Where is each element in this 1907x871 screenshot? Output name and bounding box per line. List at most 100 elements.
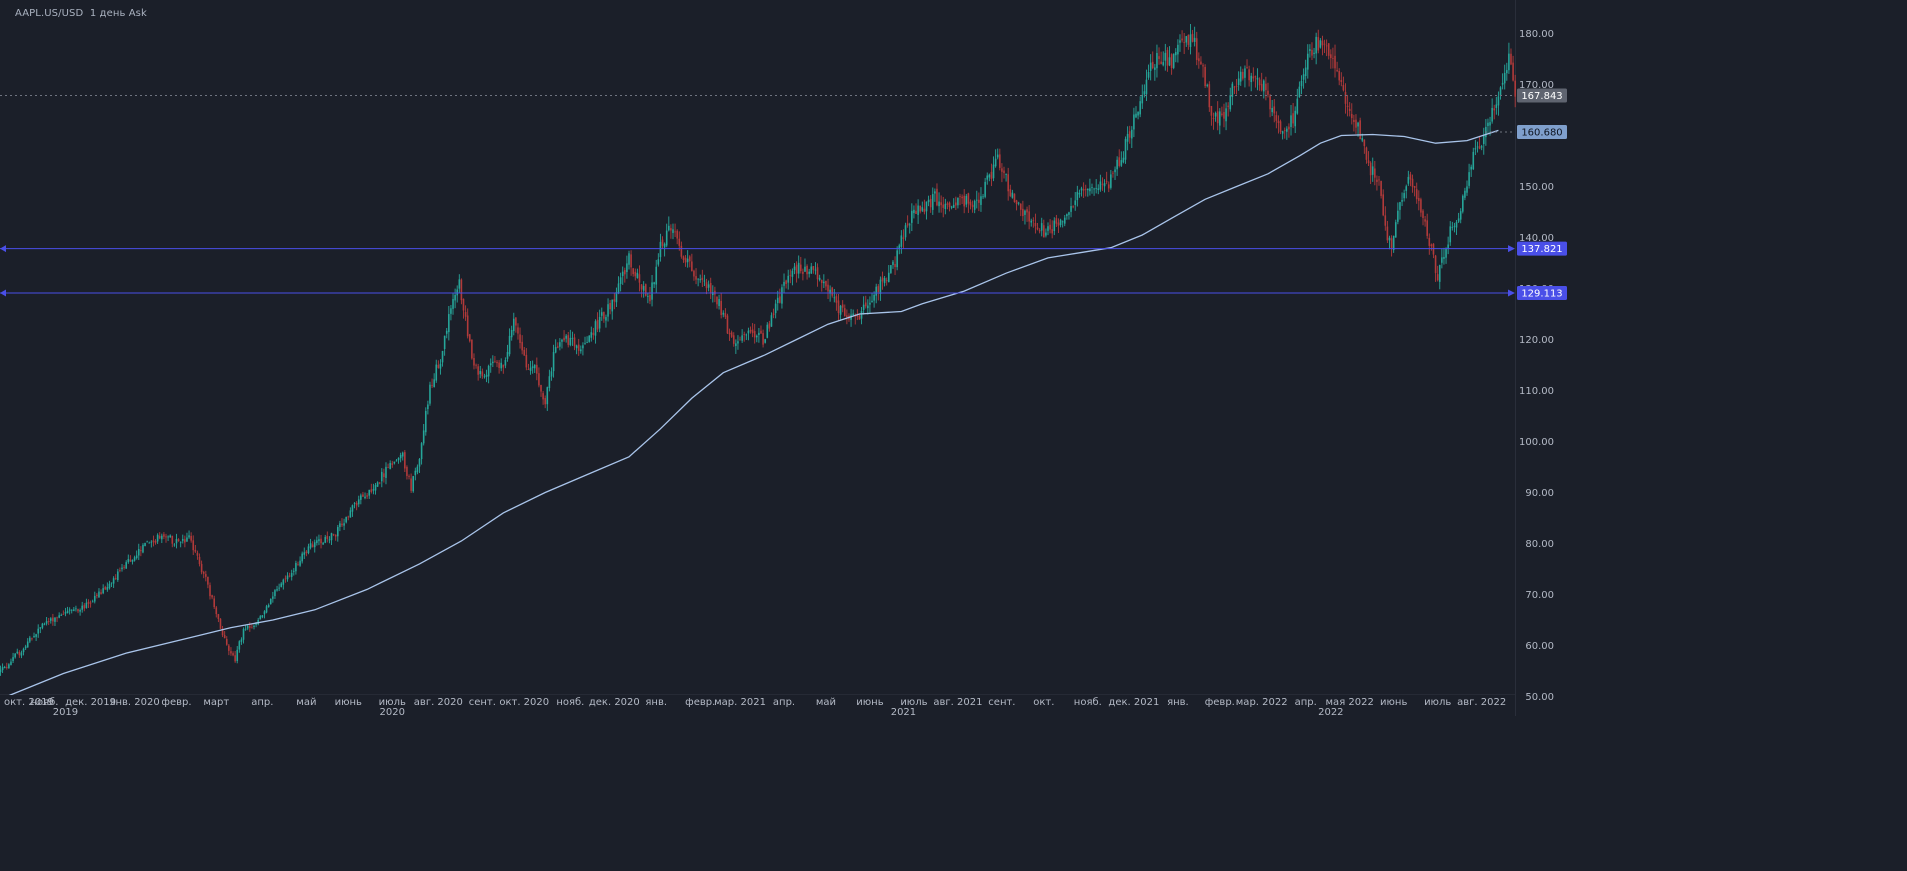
candle-body <box>1229 95 1232 110</box>
candle-body <box>860 310 863 319</box>
candle <box>668 216 670 232</box>
candle <box>665 223 668 248</box>
candle-body <box>265 606 268 613</box>
candle <box>1229 87 1232 112</box>
candle <box>661 236 664 249</box>
candle <box>1024 209 1026 225</box>
candle <box>1470 164 1472 177</box>
candle-body <box>500 362 503 369</box>
candle <box>385 462 387 485</box>
candle-body <box>1116 159 1118 170</box>
candle <box>1009 184 1012 198</box>
candle <box>1166 47 1169 72</box>
candle <box>418 457 421 474</box>
candle-body <box>1237 78 1240 86</box>
candle-body <box>1101 183 1104 185</box>
candle <box>628 250 630 270</box>
candle-body <box>456 289 459 296</box>
candle-body <box>177 539 180 542</box>
candle <box>963 189 965 214</box>
candle <box>1420 197 1422 217</box>
candle-body <box>100 592 102 595</box>
candle <box>1005 173 1007 182</box>
candle <box>1369 161 1372 185</box>
candle <box>1294 106 1297 134</box>
candle <box>603 311 605 323</box>
candle <box>573 333 576 351</box>
candle <box>422 424 425 446</box>
candle <box>1093 187 1095 196</box>
candle <box>1126 126 1129 151</box>
candle <box>1336 61 1338 73</box>
candle-body <box>722 312 725 315</box>
candle-body <box>766 324 769 338</box>
candle <box>1063 215 1066 227</box>
price-tick-label: 80.00 <box>1525 539 1554 550</box>
candle <box>1235 78 1238 95</box>
horizontal-line[interactable] <box>0 245 1515 253</box>
price-chart[interactable]: 60.0070.0080.0090.00100.00110.00120.0013… <box>0 0 1568 718</box>
candle-body <box>1200 61 1202 65</box>
candle <box>1363 139 1366 154</box>
candle <box>184 535 186 548</box>
candle <box>605 314 607 328</box>
candle <box>1007 167 1009 201</box>
candle <box>85 598 88 609</box>
candle <box>37 624 40 638</box>
candle <box>414 467 417 481</box>
candle <box>1128 125 1131 144</box>
candle-body <box>1187 34 1190 45</box>
candle-body <box>831 287 834 296</box>
candle-body <box>355 502 358 506</box>
candle-body <box>202 571 205 574</box>
candle-body <box>336 527 339 537</box>
candle-body <box>582 345 584 349</box>
candle <box>802 268 804 281</box>
candle-body <box>1218 111 1221 126</box>
candle-body <box>66 610 69 614</box>
candle-body <box>785 280 787 284</box>
chart-container[interactable]: 60.0070.0080.0090.00100.00110.00120.0013… <box>0 0 1568 718</box>
candle <box>1244 65 1246 88</box>
candle <box>701 269 704 288</box>
candle <box>433 373 435 388</box>
candle-body <box>1346 105 1349 107</box>
candle-body <box>858 315 861 320</box>
time-tick-label: дек. 2020 <box>589 697 640 708</box>
candle <box>686 250 689 268</box>
candle-body <box>1047 226 1049 231</box>
candle-body <box>598 317 601 329</box>
time-tick-label: авг. 2022 <box>1457 697 1506 708</box>
candle <box>26 638 29 648</box>
candle-body <box>536 364 538 374</box>
candle-body <box>240 639 243 642</box>
candle-body <box>1233 86 1236 88</box>
candle <box>408 474 410 480</box>
candle <box>20 650 23 659</box>
candle-body <box>165 536 167 538</box>
candle-body <box>238 641 241 650</box>
candle <box>54 617 56 627</box>
candle-body <box>577 344 580 351</box>
horizontal-line[interactable] <box>0 289 1515 297</box>
candle <box>626 255 628 279</box>
candle <box>642 281 645 298</box>
candle <box>500 358 503 372</box>
candle-body <box>1317 37 1320 51</box>
candle <box>887 265 890 283</box>
candle <box>638 265 641 292</box>
candle <box>1384 206 1387 231</box>
candle <box>527 363 530 370</box>
candle <box>1204 64 1206 89</box>
candle <box>366 493 368 499</box>
candle-body <box>171 535 174 544</box>
candle <box>1493 104 1496 120</box>
plot-background <box>0 0 1568 716</box>
candle-body <box>621 271 624 277</box>
candle <box>745 333 748 340</box>
candle-body <box>96 594 98 597</box>
candle-body <box>896 250 898 268</box>
candle-body <box>284 578 287 580</box>
time-tick-label: апр. <box>773 697 795 708</box>
